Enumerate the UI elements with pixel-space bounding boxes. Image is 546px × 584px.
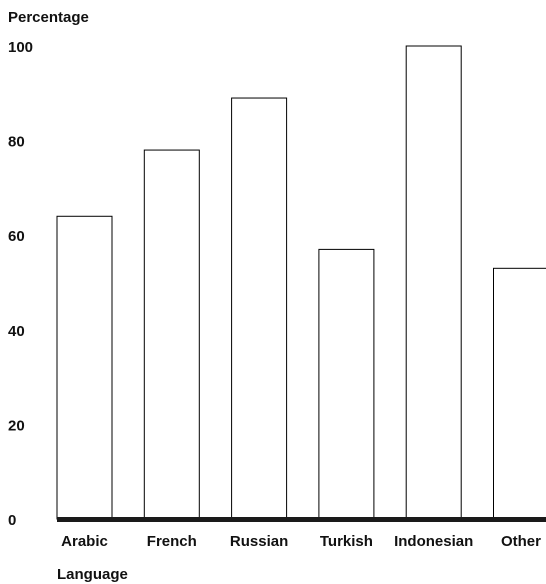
x-axis-label: Language: [57, 566, 128, 583]
bar-indonesian: [405, 45, 462, 520]
y-axis-label: Percentage: [8, 9, 89, 26]
x-tick-label: Turkish: [320, 533, 373, 550]
bar-arabic: [56, 215, 113, 520]
bar-other: [493, 267, 546, 520]
bars: [56, 45, 546, 520]
y-tick-label: 40: [8, 323, 25, 340]
bar-turkish: [318, 248, 375, 520]
y-axis-ticks: 0 20 40 60 80 100: [8, 39, 33, 529]
x-tick-label: Arabic: [61, 533, 108, 550]
y-tick-label: 20: [8, 417, 25, 434]
y-tick-label: 0: [8, 512, 16, 529]
x-tick-label: Indonesian: [394, 533, 473, 550]
x-tick-label: French: [147, 533, 197, 550]
x-tick-label: Russian: [230, 533, 288, 550]
y-tick-label: 80: [8, 134, 25, 151]
x-axis-line: [57, 517, 546, 522]
bar-french: [143, 149, 200, 520]
y-tick-label: 60: [8, 228, 25, 245]
bar-russian: [231, 97, 288, 520]
x-tick-label: Other: [501, 533, 541, 550]
y-tick-label: 100: [8, 39, 33, 56]
x-axis-ticks: Arabic French Russian Turkish Indonesian Othe…: [61, 533, 541, 550]
